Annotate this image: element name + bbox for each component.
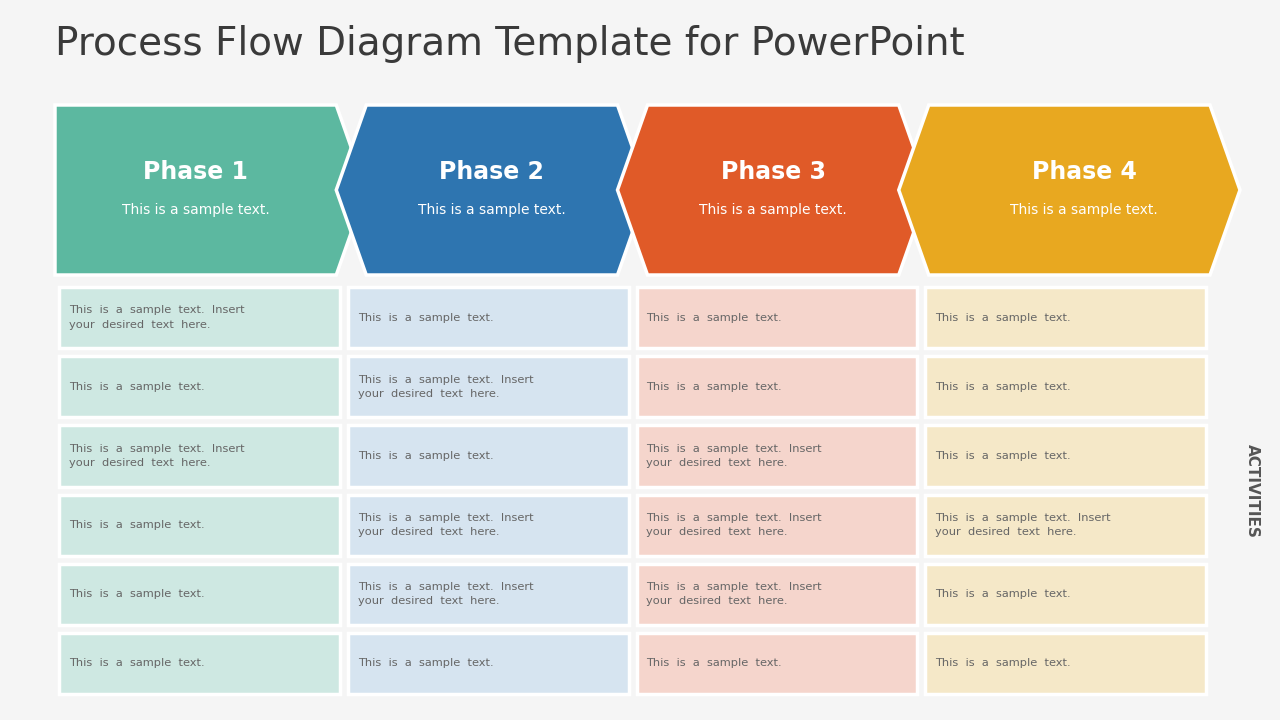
Text: This  is  a  sample  text.: This is a sample text. xyxy=(936,658,1071,668)
Text: This  is  a  sample  text.: This is a sample text. xyxy=(69,589,205,599)
Bar xyxy=(636,564,918,625)
Bar xyxy=(59,564,339,625)
Polygon shape xyxy=(55,105,366,275)
Bar xyxy=(636,495,918,556)
Bar xyxy=(59,287,339,348)
Text: This  is  a  sample  text.: This is a sample text. xyxy=(357,312,493,323)
Text: Phase 4: Phase 4 xyxy=(1032,160,1137,184)
Text: This  is  a  sample  text.: This is a sample text. xyxy=(646,312,782,323)
Bar xyxy=(348,495,628,556)
Text: Phase 3: Phase 3 xyxy=(721,160,826,184)
Text: This is a sample text.: This is a sample text. xyxy=(419,203,566,217)
Bar xyxy=(348,633,628,694)
Bar xyxy=(925,287,1206,348)
Bar xyxy=(925,495,1206,556)
Text: This  is  a  sample  text.: This is a sample text. xyxy=(936,382,1071,392)
Bar xyxy=(348,287,628,348)
Polygon shape xyxy=(617,105,929,275)
Bar xyxy=(636,356,918,418)
Bar xyxy=(636,287,918,348)
Text: This  is  a  sample  text.  Insert
your  desired  text  here.: This is a sample text. Insert your desir… xyxy=(357,374,534,399)
Bar xyxy=(925,633,1206,694)
Text: Phase 1: Phase 1 xyxy=(143,160,248,184)
Text: This  is  a  sample  text.: This is a sample text. xyxy=(357,451,493,461)
Text: Phase 2: Phase 2 xyxy=(439,160,544,184)
Bar xyxy=(925,564,1206,625)
Bar xyxy=(59,495,339,556)
Text: This  is  a  sample  text.  Insert
your  desired  text  here.: This is a sample text. Insert your desir… xyxy=(646,513,822,537)
Text: This  is  a  sample  text.  Insert
your  desired  text  here.: This is a sample text. Insert your desir… xyxy=(357,513,534,537)
Bar xyxy=(348,564,628,625)
Bar xyxy=(636,426,918,487)
Text: This  is  a  sample  text.  Insert
your  desired  text  here.: This is a sample text. Insert your desir… xyxy=(646,582,822,606)
Bar xyxy=(59,356,339,418)
Text: This  is  a  sample  text.: This is a sample text. xyxy=(936,451,1071,461)
Bar xyxy=(59,633,339,694)
Text: This  is  a  sample  text.  Insert
your  desired  text  here.: This is a sample text. Insert your desir… xyxy=(69,305,244,330)
Text: This  is  a  sample  text.: This is a sample text. xyxy=(936,589,1071,599)
Text: This is a sample text.: This is a sample text. xyxy=(699,203,847,217)
Text: This  is  a  sample  text.: This is a sample text. xyxy=(936,312,1071,323)
Text: This  is  a  sample  text.: This is a sample text. xyxy=(69,658,205,668)
Text: This  is  a  sample  text.: This is a sample text. xyxy=(646,382,782,392)
Text: This  is  a  sample  text.  Insert
your  desired  text  here.: This is a sample text. Insert your desir… xyxy=(646,444,822,468)
Text: This is a sample text.: This is a sample text. xyxy=(1010,203,1158,217)
Text: This  is  a  sample  text.: This is a sample text. xyxy=(357,658,493,668)
Text: This  is  a  sample  text.  Insert
your  desired  text  here.: This is a sample text. Insert your desir… xyxy=(69,444,244,468)
Text: This  is  a  sample  text.  Insert
your  desired  text  here.: This is a sample text. Insert your desir… xyxy=(936,513,1111,537)
Text: This  is  a  sample  text.: This is a sample text. xyxy=(69,382,205,392)
Bar xyxy=(59,426,339,487)
Bar xyxy=(348,356,628,418)
Text: This  is  a  sample  text.: This is a sample text. xyxy=(69,520,205,530)
Text: This  is  a  sample  text.: This is a sample text. xyxy=(646,658,782,668)
Bar xyxy=(925,356,1206,418)
Bar xyxy=(925,426,1206,487)
Polygon shape xyxy=(337,105,648,275)
Text: Process Flow Diagram Template for PowerPoint: Process Flow Diagram Template for PowerP… xyxy=(55,25,965,63)
Text: This is a sample text.: This is a sample text. xyxy=(122,203,270,217)
Bar xyxy=(348,426,628,487)
Text: ACTIVITIES: ACTIVITIES xyxy=(1244,444,1260,537)
Text: This  is  a  sample  text.  Insert
your  desired  text  here.: This is a sample text. Insert your desir… xyxy=(357,582,534,606)
Polygon shape xyxy=(899,105,1240,275)
Bar xyxy=(636,633,918,694)
